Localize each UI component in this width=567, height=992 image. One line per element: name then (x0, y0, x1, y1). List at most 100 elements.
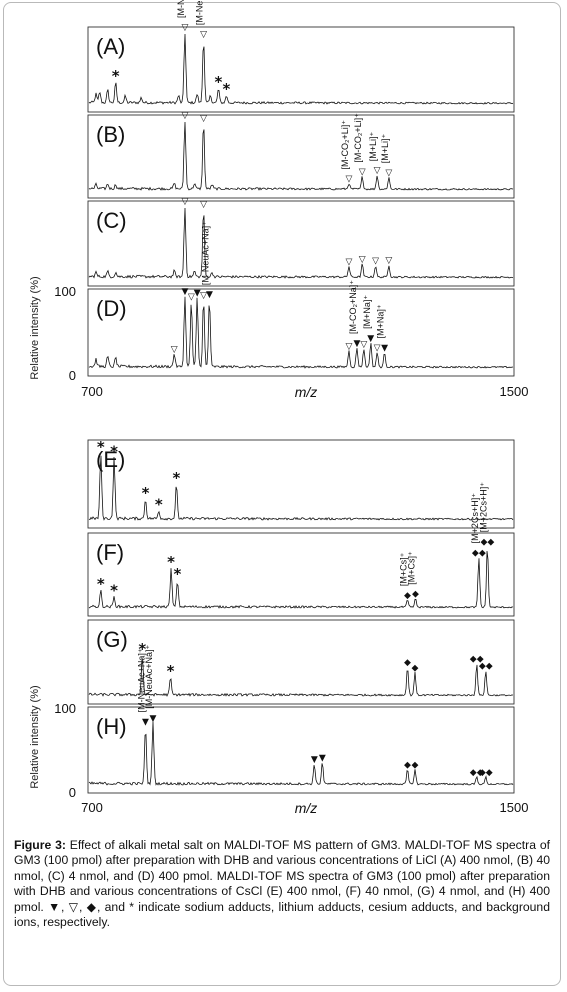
y-tick-100-top: 100 (54, 284, 76, 299)
panel-frame-b (87, 114, 515, 199)
panel-label-c: (C) (96, 208, 127, 233)
peak-marker-d-6: ▼ (194, 289, 201, 299)
peak-label-d-12: [M+Na]⁺ (362, 295, 372, 329)
peak-marker-h-1: ▼ (150, 714, 157, 724)
peak-label-d-10: [M-CO₂+Na]⁺ (348, 280, 358, 334)
panel-c: (C) ▽ ▽ ▽ ▽ ▽ ▽ (87, 197, 515, 287)
figure-frame (3, 2, 561, 986)
peak-marker-h-0: ▼ (142, 717, 149, 727)
x-tick-700-top: 700 (81, 384, 103, 399)
peak-marker-h-2: ▼ (311, 755, 318, 765)
panel-frame-d (87, 288, 515, 377)
panel-frame-h (87, 706, 515, 794)
panel-label-g: (G) (96, 627, 128, 652)
peak-marker-g-1: * (167, 662, 175, 680)
peak-label-a-7: [M-NeuAc+Li]⁺ (176, 0, 186, 18)
figure-caption: Figure 3: Effect of alkali metal salt on… (14, 838, 550, 930)
peak-marker-d-14: ▼ (381, 343, 388, 353)
peak-marker-e-2: * (142, 484, 150, 502)
peak-label-d-14: [M+Na]⁺ (376, 304, 386, 338)
peak-marker-a-9: ▽ (200, 30, 207, 40)
panel-e: (E)* **** (87, 438, 515, 529)
peak-marker-a-3: * (112, 67, 120, 85)
peak-marker-f-6: ◆◆ (472, 548, 486, 558)
peak-marker-b-10: ▽ (374, 166, 381, 176)
peak-marker-d-5: ▽ (188, 292, 195, 302)
peak-marker-c-6: ▽ (200, 200, 207, 210)
peak-marker-g-5: ◆◆ (479, 662, 493, 672)
x-tick-1500-top: 1500 (500, 384, 529, 399)
peak-marker-f-0: * (97, 575, 105, 593)
spectra-panels: (A)*▽[M-NeuAc+Li]⁺▽[M-NeuAc+Li]⁺**(B)▽▽▽… (87, 0, 515, 794)
peak-marker-b-4: ▽ (181, 111, 188, 121)
peak-marker-e-3: * (155, 496, 163, 514)
peak-marker-f-7: ◆◆ (480, 537, 494, 547)
peak-marker-d-11: ▽ (360, 340, 367, 350)
y-tick-100-bottom: 100 (54, 701, 76, 716)
panel-frame-a (87, 26, 515, 113)
peak-marker-c-9: ▽ (359, 255, 366, 265)
panel-h: (H) ▼[M-NeuAc+Na]⁺▼[M-NeuAc+Na]⁺▼ ▼◆ ◆◆◆◆◆ (87, 645, 515, 794)
spectrum-trace-e (88, 455, 514, 521)
panel-frame-e (87, 439, 515, 529)
x-axis-label-bottom: m/z (295, 800, 318, 816)
peak-marker-g-4: ◆◆ (470, 655, 484, 665)
peak-label-h-0: [M-NeuAc+Na]⁺ (137, 648, 147, 712)
peak-label-a-9: [M-NeuAc+Li]⁺ (195, 0, 205, 25)
peak-label-b-10: [M+Li]⁺ (368, 131, 378, 161)
peak-marker-g-3: ◆ (411, 664, 418, 674)
y-axis-label-bottom: Relative intensity (%) (29, 685, 41, 788)
peak-label-b-8: [M-CO₂+Li]⁺ (340, 120, 350, 170)
panel-label-h: (H) (96, 714, 127, 739)
peak-marker-h-5: ◆ (411, 761, 418, 771)
peak-marker-c-8: ▽ (345, 257, 352, 267)
peak-marker-d-7: ▽ (200, 291, 207, 301)
spectrum-trace-c (88, 207, 514, 279)
peak-marker-b-9: ▽ (359, 168, 366, 178)
x-tick-700-bottom: 700 (81, 800, 103, 815)
peak-label-b-11: [M+Li]⁺ (380, 134, 390, 164)
peak-marker-c-11: ▽ (385, 256, 392, 266)
spectrum-trace-g (88, 657, 514, 697)
panel-frame-c (87, 200, 515, 287)
peak-marker-d-10: ▼ (353, 339, 360, 349)
peak-marker-b-8: ▽ (345, 174, 352, 184)
caption-text: Effect of alkali metal salt on MALDI-TOF… (14, 838, 550, 930)
panel-a: (A)*▽[M-NeuAc+Li]⁺▽[M-NeuAc+Li]⁺** (87, 0, 515, 113)
peak-marker-h-3: ▼ (319, 753, 326, 763)
peak-marker-f-1: * (110, 581, 118, 599)
panel-f: (F)* ***◆[M+Cs]⁺◆[M+Cs]⁺ ◆◆[M+2Cs+H]⁺ ◆◆[M+… (87, 482, 515, 617)
peak-marker-b-6: ▽ (200, 114, 207, 124)
peak-marker-a-11: * (215, 73, 223, 91)
peak-label-f-7: [M+2Cs+H]⁺ (478, 482, 488, 533)
panel-label-f: (F) (96, 540, 124, 565)
peak-marker-e-1: * (110, 442, 118, 460)
peak-marker-a-12: * (223, 80, 231, 98)
spectrum-trace-f (88, 550, 514, 609)
x-axis-label-top: m/z (295, 384, 318, 400)
spectrum-trace-a (88, 33, 514, 105)
peak-marker-g-2: ◆ (404, 658, 411, 668)
peak-label-b-9: [M-CO₂+Li]⁺ (353, 113, 363, 163)
peak-marker-c-4: ▽ (181, 197, 188, 207)
panel-frame-g (87, 619, 515, 705)
peak-label-f-5: [M+Cs]⁺ (406, 551, 416, 585)
peak-marker-f-5: ◆ (412, 590, 419, 600)
spectrum-trace-h (88, 721, 514, 786)
peak-marker-h-4: ◆ (404, 761, 411, 771)
peak-marker-d-4: ▼ (181, 287, 188, 297)
peak-marker-g-0: * (138, 640, 146, 658)
peak-marker-f-3: * (174, 565, 182, 583)
peak-label-h-1: [M-NeuAc+Na]⁺ (144, 645, 154, 709)
panel-g: (G) ** ◆◆◆◆◆◆ (87, 619, 515, 705)
spectrum-trace-b (88, 121, 514, 191)
peak-marker-d-12: ▼ (367, 334, 374, 344)
panel-frame-f (87, 532, 515, 617)
peak-marker-h-6: ◆◆ (470, 768, 484, 778)
peak-marker-d-9: ▽ (345, 342, 352, 352)
y-tick-0-bottom: 0 (69, 785, 76, 800)
peak-marker-a-7: ▽ (181, 23, 188, 33)
peak-marker-f-2: * (167, 553, 175, 571)
panel-label-d: (D) (96, 296, 127, 321)
